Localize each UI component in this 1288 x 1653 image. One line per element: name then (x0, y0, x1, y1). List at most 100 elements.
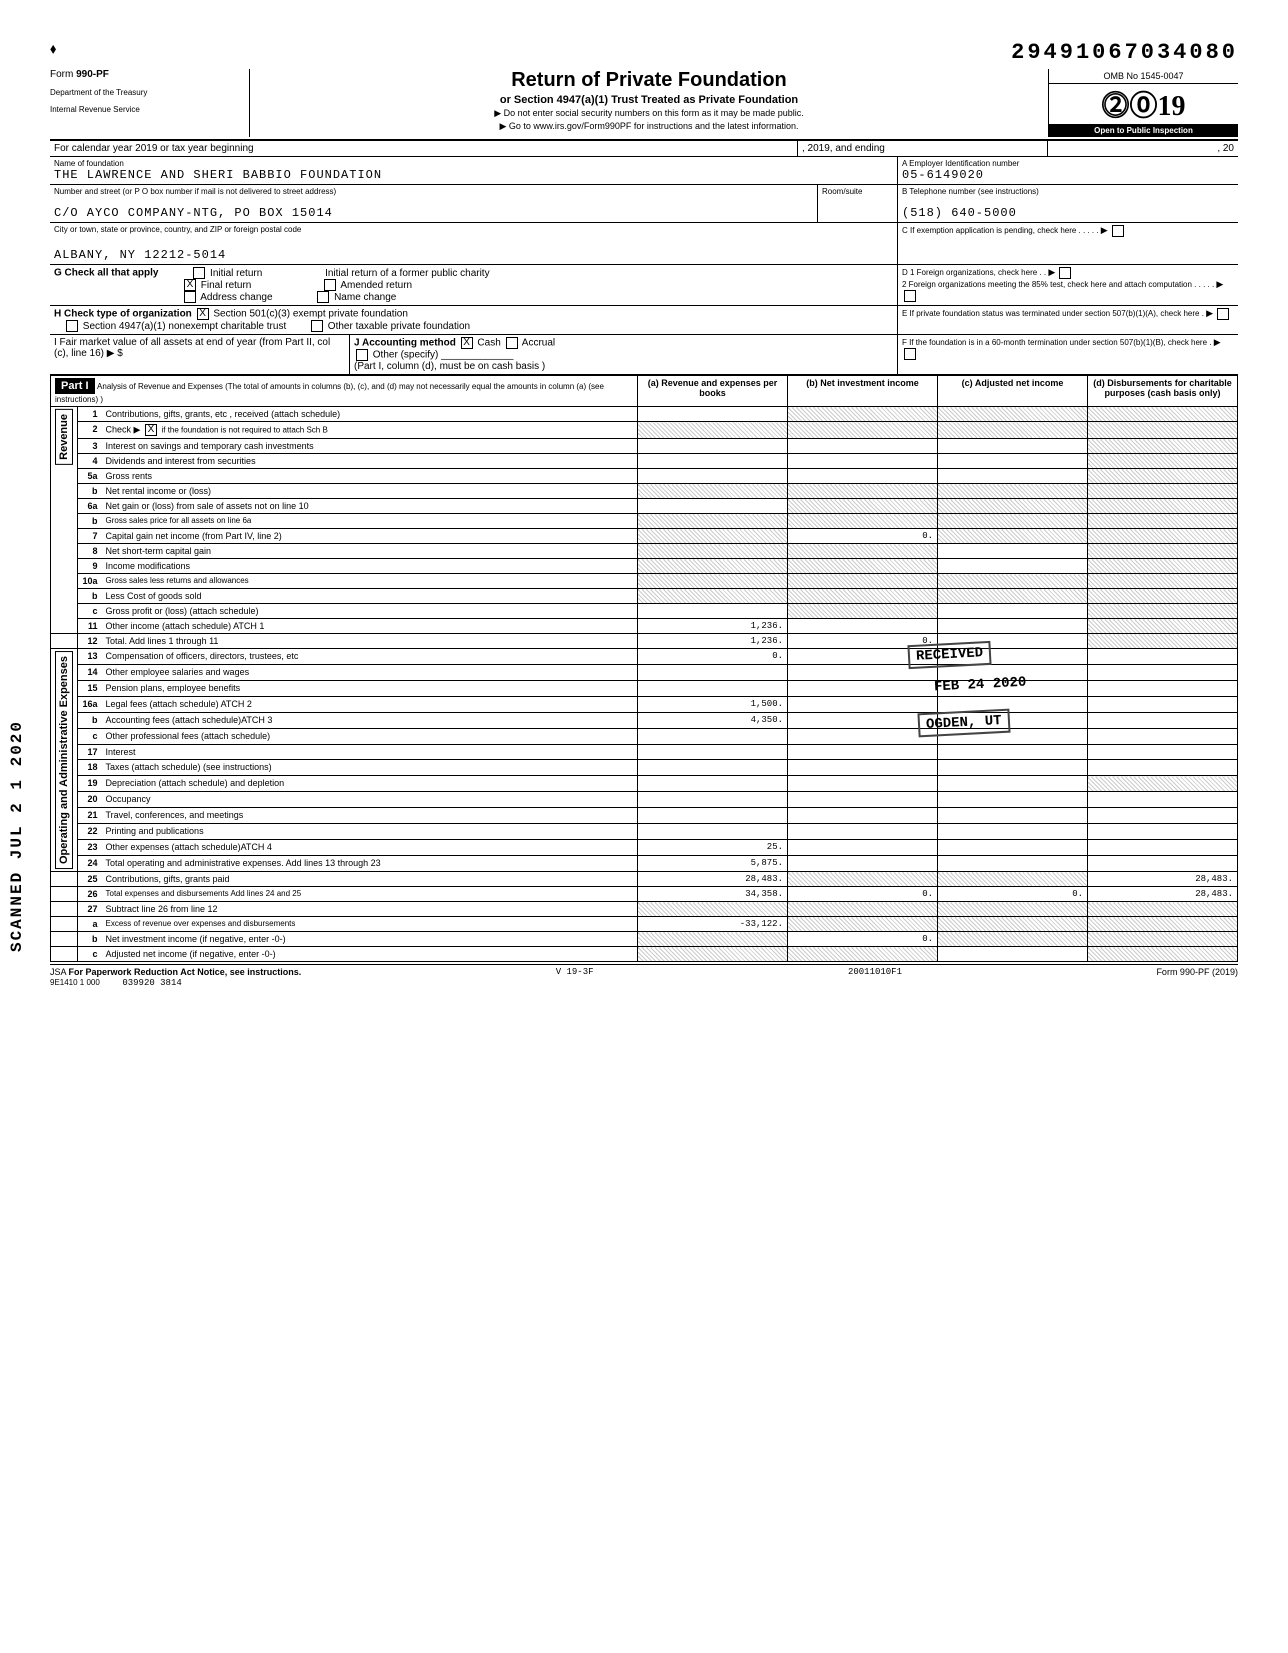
dept-treasury: Department of the Treasury (50, 88, 241, 97)
h-e-row: H Check type of organization X Section 5… (50, 306, 1238, 335)
g-d-row: G Check all that apply Initial return In… (50, 265, 1238, 306)
tax-year: ⓶⓪19 (1049, 84, 1238, 124)
paperwork-notice: For Paperwork Reduction Act Notice, see … (69, 967, 302, 977)
footer-code1: 9E1410 1 000 (50, 978, 100, 987)
other-checkbox[interactable] (356, 349, 368, 361)
city-c-row: City or town, state or province, country… (50, 223, 1238, 265)
table-row: 15Pension plans, employee benefitsFEB 24… (51, 680, 1238, 696)
phone-value: (518) 640-5000 (902, 206, 1234, 220)
h2-checkbox[interactable] (66, 320, 78, 332)
table-row: bGross sales price for all assets on lin… (51, 514, 1238, 529)
table-row: 4Dividends and interest from securities (51, 454, 1238, 469)
table-row: 17Interest (51, 744, 1238, 760)
col-a-header: (a) Revenue and expenses per books (638, 376, 788, 407)
table-row: 8Net short-term capital gain (51, 544, 1238, 559)
form-title: Return of Private Foundation (258, 69, 1040, 92)
ein-value: 05-6149020 (902, 168, 1234, 182)
table-row: cOther professional fees (attach schedul… (51, 728, 1238, 744)
col-b-header: (b) Net investment income (788, 376, 938, 407)
dept-irs: Internal Revenue Service (50, 105, 241, 114)
form-header: Form 990-PF Department of the Treasury I… (50, 69, 1238, 141)
period-left: For calendar year 2019 or tax year begin… (54, 143, 254, 154)
received-stamp: RECEIVED (907, 641, 991, 669)
accrual-checkbox[interactable] (506, 337, 518, 349)
table-row: 27Subtract line 26 from line 12 (51, 902, 1238, 917)
c-checkbox[interactable] (1112, 225, 1124, 237)
table-row: 22Printing and publications (51, 824, 1238, 840)
f-label: F If the foundation is in a 60-month ter… (902, 337, 1234, 360)
table-row: bNet rental income or (loss) (51, 484, 1238, 499)
d2-checkbox[interactable] (904, 290, 916, 302)
top-row: ⬧ 29491067034080 (50, 40, 1238, 65)
table-row: 20Occupancy (51, 792, 1238, 808)
e-checkbox[interactable] (1217, 308, 1229, 320)
table-row: 16aLegal fees (attach schedule) ATCH 21,… (51, 696, 1238, 712)
form-number: Form 990-PF (50, 69, 241, 80)
h-label: H Check type of organization (54, 309, 192, 320)
ein-label: A Employer Identification number (902, 159, 1234, 168)
table-row: 6aNet gain or (loss) from sale of assets… (51, 499, 1238, 514)
addrchange-checkbox[interactable] (184, 291, 196, 303)
city-label: City or town, state or province, country… (54, 225, 893, 234)
i-label: I Fair market value of all assets at end… (54, 337, 330, 359)
scanned-stamp: SCANNED JUL 2 1 2020 (8, 720, 26, 952)
expenses-side-label: Operating and Administrative Expenses (55, 651, 73, 869)
table-row: 2Check ▶ X if the foundation is not requ… (51, 422, 1238, 439)
footer-form: Form 990-PF (2019) (1156, 967, 1238, 988)
table-row: 7Capital gain net income (from Part IV, … (51, 529, 1238, 544)
initial-checkbox[interactable] (193, 267, 205, 279)
table-row: 18Taxes (attach schedule) (see instructi… (51, 760, 1238, 776)
d1-checkbox[interactable] (1059, 267, 1071, 279)
h1-checkbox[interactable]: X (197, 308, 209, 320)
table-row: Operating and Administrative Expenses 13… (51, 649, 1238, 665)
table-row: 3Interest on savings and temporary cash … (51, 439, 1238, 454)
addr-label: Number and street (or P O box number if … (54, 187, 813, 196)
namechange-checkbox[interactable] (317, 291, 329, 303)
table-row: 11Other income (attach schedule) ATCH 11… (51, 619, 1238, 634)
name-ein-row: Name of foundation THE LAWRENCE AND SHER… (50, 157, 1238, 185)
table-row: 19Depreciation (attach schedule) and dep… (51, 776, 1238, 792)
i-note: (Part I, column (d), must be on cash bas… (354, 361, 545, 372)
table-row: bAccounting fees (attach schedule)ATCH 3… (51, 712, 1238, 728)
table-row: 25Contributions, gifts, grants paid28,48… (51, 872, 1238, 887)
footer-code2: 039920 3814 (122, 978, 181, 988)
col-d-header: (d) Disbursements for charitable purpose… (1088, 376, 1238, 407)
table-row: 9Income modifications (51, 559, 1238, 574)
i-f-row: I Fair market value of all assets at end… (50, 335, 1238, 375)
revenue-side-label: Revenue (55, 409, 73, 465)
final-checkbox[interactable]: X (184, 279, 196, 291)
cash-checkbox[interactable]: X (461, 337, 473, 349)
jsa-label: JSA (50, 967, 66, 977)
schb-checkbox[interactable]: X (145, 424, 157, 436)
h3-checkbox[interactable] (311, 320, 323, 332)
ogden-stamp: OGDEN, UT (917, 708, 1010, 737)
public-inspection: Open to Public Inspection (1049, 124, 1238, 137)
amended-checkbox[interactable] (324, 279, 336, 291)
part1-table: Part I Analysis of Revenue and Expenses … (50, 375, 1238, 962)
d1-label: D 1 Foreign organizations, check here . … (902, 267, 1234, 279)
table-row: cAdjusted net income (if negative, enter… (51, 947, 1238, 962)
d2-label: 2 Foreign organizations meeting the 85% … (902, 279, 1234, 302)
table-row: 26Total expenses and disbursements Add l… (51, 887, 1238, 902)
table-row: 14Other employee salaries and wages (51, 664, 1238, 680)
phone-label: B Telephone number (see instructions) (902, 187, 1234, 196)
name-label: Name of foundation (54, 159, 893, 168)
footer-version: V 19-3F (556, 967, 594, 988)
period-right: , 20 (1217, 143, 1234, 154)
table-row: 21Travel, conferences, and meetings (51, 808, 1238, 824)
g-label: G Check all that apply (54, 268, 158, 279)
table-row: bLess Cost of goods sold (51, 589, 1238, 604)
form-sub3: ▶ Go to www.irs.gov/Form990PF for instru… (258, 121, 1040, 132)
table-row: 12Total. Add lines 1 through 111,236.0. (51, 634, 1238, 649)
footer: JSA For Paperwork Reduction Act Notice, … (50, 964, 1238, 988)
period-row: For calendar year 2019 or tax year begin… (50, 141, 1238, 157)
corner-mark: ⬧ (50, 40, 56, 57)
c-label: C If exemption application is pending, c… (902, 225, 1234, 237)
addr-value: C/O AYCO COMPANY-NTG, PO BOX 15014 (54, 206, 813, 220)
table-row: 23Other expenses (attach schedule)ATCH 4… (51, 840, 1238, 856)
table-row: Revenue 1Contributions, gifts, grants, e… (51, 407, 1238, 422)
table-row: aExcess of revenue over expenses and dis… (51, 917, 1238, 932)
form-sub2: ▶ Do not enter social security numbers o… (258, 108, 1040, 119)
table-row: cGross profit or (loss) (attach schedule… (51, 604, 1238, 619)
f-checkbox[interactable] (904, 348, 916, 360)
